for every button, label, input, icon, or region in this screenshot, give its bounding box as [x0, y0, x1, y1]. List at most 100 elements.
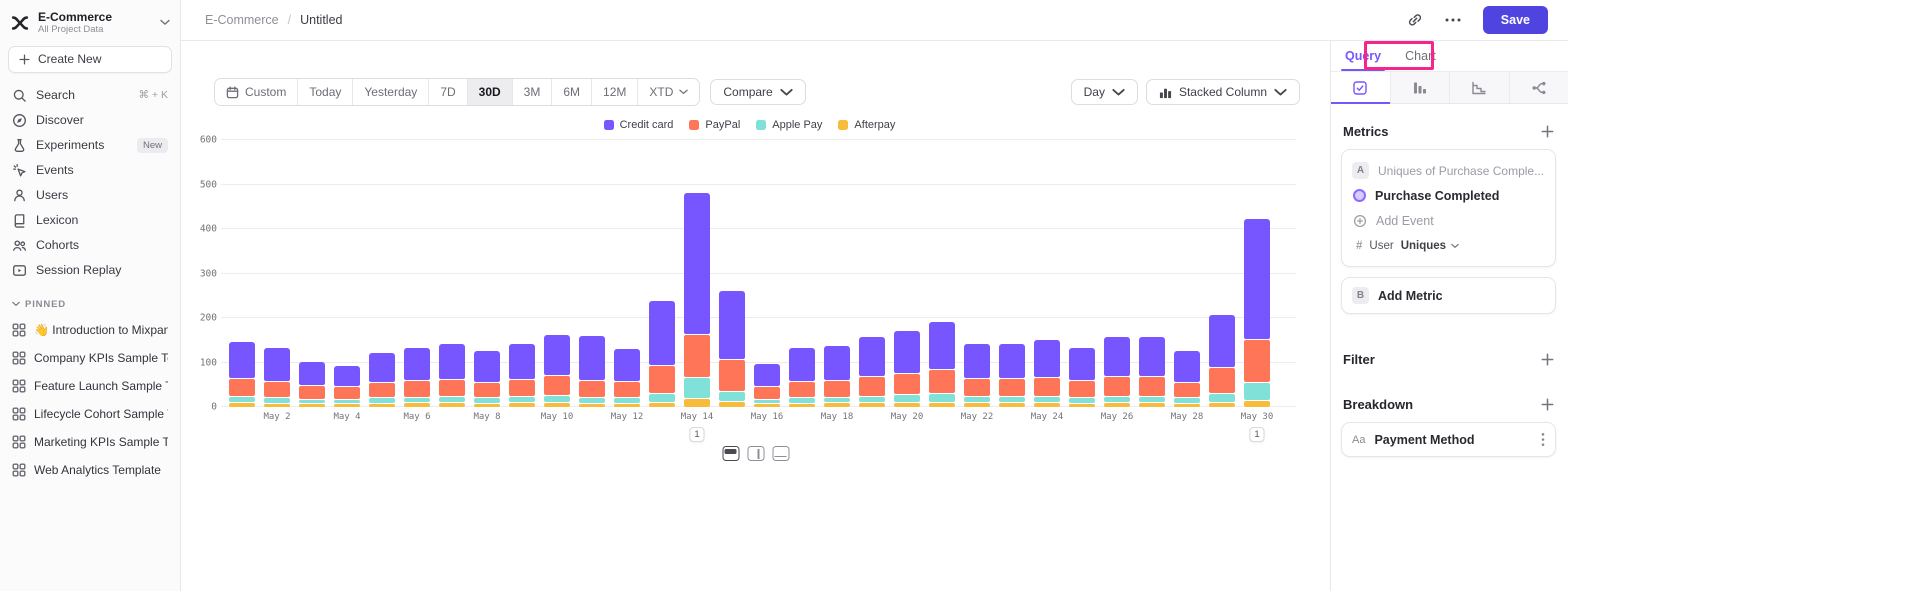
bar-may-21[interactable] — [929, 140, 955, 407]
sidebar-item-search[interactable]: Search ⌘ + K — [0, 83, 180, 108]
sidebar-item-discover[interactable]: Discover — [0, 108, 180, 133]
bar-may-20[interactable] — [894, 140, 920, 407]
workspace-switcher[interactable]: E-Commerce All Project Data — [0, 0, 180, 44]
bar-segment-credit-card — [684, 192, 710, 334]
report-tab-funnels[interactable] — [1390, 72, 1450, 103]
bar-may-7[interactable] — [439, 140, 465, 407]
breakdown-card[interactable]: Aa Payment Method — [1341, 422, 1556, 457]
bar-may-8[interactable] — [474, 140, 500, 407]
bar-segment-paypal — [509, 379, 535, 397]
sidebar-item-cohorts[interactable]: Cohorts — [0, 233, 180, 258]
granularity-select[interactable]: Day — [1070, 79, 1138, 105]
bar-may-30[interactable] — [1244, 140, 1270, 407]
pinned-item-introduction-to-mixpanel-bo[interactable]: 👋 Introduction to Mixpanel Bo — [0, 316, 180, 344]
tab-query[interactable]: Query — [1341, 41, 1386, 71]
legend-item-apple-pay[interactable]: Apple Pay — [756, 119, 822, 131]
range-30d[interactable]: 30D — [467, 79, 513, 105]
bar-may-18[interactable] — [824, 140, 850, 407]
aggregation-select[interactable]: Uniques — [1401, 240, 1459, 252]
bar-may-15[interactable] — [719, 140, 745, 407]
bar-segment-credit-card — [369, 352, 395, 383]
bar-may-4[interactable] — [334, 140, 360, 407]
bar-may-28[interactable] — [1174, 140, 1200, 407]
add-event-row[interactable]: Add Event — [1352, 208, 1545, 233]
bar-segment-paypal — [754, 387, 780, 399]
layout-toggle-chart-icon[interactable] — [722, 446, 739, 461]
tab-chart[interactable]: Chart — [1397, 41, 1444, 71]
bar-may-12[interactable] — [614, 140, 640, 407]
metric-event-row[interactable]: Purchase Completed — [1352, 183, 1545, 208]
bar-may-29[interactable] — [1209, 140, 1235, 407]
pinned-item-company-kpis-sample-templat[interactable]: Company KPIs Sample Templat — [0, 344, 180, 372]
add-metric-card[interactable]: B Add Metric — [1341, 277, 1556, 314]
sidebar-item-experiments[interactable]: Experiments New — [0, 133, 180, 158]
pinned-item-web-analytics-template[interactable]: Web Analytics Template — [0, 456, 180, 484]
pinned-item-lifecycle-cohort-sample-temp[interactable]: Lifecycle Cohort Sample Temp — [0, 400, 180, 428]
pinned-item-marketing-kpis-sample-templat[interactable]: Marketing KPIs Sample Templat — [0, 428, 180, 456]
save-button[interactable]: Save — [1482, 6, 1548, 34]
legend-label: PayPal — [705, 119, 741, 131]
annotation-badge[interactable]: 1 — [689, 427, 705, 442]
pinned-item-feature-launch-sample-templa[interactable]: Feature Launch Sample Templa — [0, 372, 180, 400]
bar-may-6[interactable] — [404, 140, 430, 407]
range-custom[interactable]: Custom — [215, 79, 299, 105]
bar-may-24[interactable] — [1034, 140, 1060, 407]
bar-may-22[interactable] — [964, 140, 990, 407]
bar-may-14[interactable] — [684, 140, 710, 407]
report-tab-insights[interactable] — [1331, 72, 1391, 104]
add-breakdown-plus-icon[interactable] — [1541, 398, 1554, 411]
sidebar-item-session-replay[interactable]: Session Replay — [0, 258, 180, 283]
create-new-button[interactable]: Create New — [8, 45, 172, 73]
bar-may-11[interactable] — [579, 140, 605, 407]
range-today[interactable]: Today — [298, 79, 354, 105]
bar-may-13[interactable] — [649, 140, 675, 407]
bar-may-5[interactable] — [369, 140, 395, 407]
add-metric-plus-icon[interactable] — [1541, 125, 1554, 138]
bar-segment-apple-pay — [1104, 396, 1130, 403]
pinned-section-header[interactable]: PINNED — [12, 299, 168, 310]
breadcrumb-project[interactable]: E-Commerce — [205, 13, 279, 27]
copy-link-button[interactable] — [1407, 11, 1425, 29]
report-tab-retention[interactable] — [1450, 72, 1510, 103]
bar-may-27[interactable] — [1139, 140, 1165, 407]
y-axis-tick-label: 200 — [199, 312, 217, 324]
chart-type-select[interactable]: Stacked Column — [1145, 79, 1300, 105]
sidebar-item-users[interactable]: Users — [0, 183, 180, 208]
range-3m[interactable]: 3M — [512, 79, 553, 105]
entity-label: User — [1369, 239, 1394, 252]
range-12m[interactable]: 12M — [592, 79, 639, 105]
layout-toggle-split-icon[interactable] — [747, 446, 764, 461]
breadcrumb-page[interactable]: Untitled — [300, 13, 343, 27]
legend-item-paypal[interactable]: PayPal — [689, 119, 740, 131]
legend-item-afterpay[interactable]: Afterpay — [838, 119, 895, 131]
bar-may-9[interactable] — [509, 140, 535, 407]
legend-item-credit-card[interactable]: Credit card — [603, 119, 673, 131]
x-axis-tick — [229, 412, 255, 422]
bar-segment-apple-pay — [509, 397, 535, 403]
bar-may-2[interactable] — [264, 140, 290, 407]
bar-may-10[interactable] — [544, 140, 570, 407]
layout-toggle-table-icon[interactable] — [772, 446, 789, 461]
kebab-menu-icon[interactable] — [1541, 432, 1545, 447]
compare-button[interactable]: Compare — [710, 79, 806, 105]
more-options-button[interactable] — [1445, 11, 1463, 29]
add-filter-plus-icon[interactable] — [1541, 353, 1554, 366]
bar-may-26[interactable] — [1104, 140, 1130, 407]
bar-may-17[interactable] — [789, 140, 815, 407]
report-tab-flows[interactable] — [1509, 72, 1568, 103]
annotation-badge[interactable]: 1 — [1249, 427, 1265, 442]
bar-may-19[interactable] — [859, 140, 885, 407]
bar-may-25[interactable] — [1069, 140, 1095, 407]
metric-summary-row[interactable]: A Uniques of Purchase Comple... — [1352, 158, 1545, 183]
range-6m[interactable]: 6M — [552, 79, 593, 105]
range-7d[interactable]: 7D — [429, 79, 468, 105]
range-yesterday[interactable]: Yesterday — [353, 79, 430, 105]
sidebar-item-lexicon[interactable]: Lexicon — [0, 208, 180, 233]
bar-may-1[interactable] — [229, 140, 255, 407]
bar-may-3[interactable] — [299, 140, 325, 407]
sidebar-item-events[interactable]: Events — [0, 158, 180, 183]
bar-may-16[interactable] — [754, 140, 780, 407]
bar-may-23[interactable] — [999, 140, 1025, 407]
range-xtd[interactable]: XTD — [638, 79, 700, 105]
chevron-down-icon — [780, 86, 793, 99]
